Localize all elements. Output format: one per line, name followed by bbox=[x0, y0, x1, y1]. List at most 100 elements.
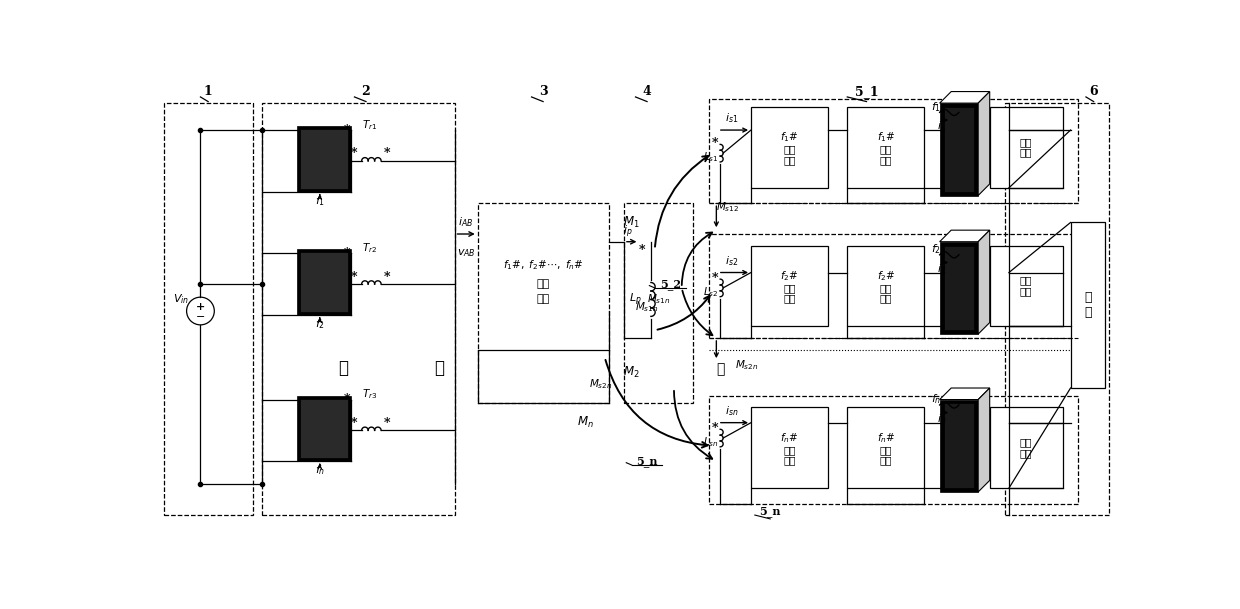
Text: $f_1$: $f_1$ bbox=[315, 194, 325, 208]
Bar bbox=[847, 245, 924, 326]
Bar bbox=[847, 407, 924, 488]
Text: $T_{r3}$: $T_{r3}$ bbox=[362, 387, 377, 401]
Text: 5_2: 5_2 bbox=[660, 278, 681, 289]
Text: $L_{sn}$: $L_{sn}$ bbox=[703, 435, 719, 449]
Text: $i_{s1}$: $i_{s1}$ bbox=[725, 111, 739, 125]
Bar bbox=[708, 396, 1079, 504]
Polygon shape bbox=[940, 388, 990, 400]
Text: $L_{s2}$: $L_{s2}$ bbox=[703, 285, 719, 298]
Text: 4: 4 bbox=[642, 85, 651, 98]
Bar bbox=[708, 234, 1079, 338]
Text: $M_{s2n}$: $M_{s2n}$ bbox=[735, 358, 759, 372]
Text: $T_{r1}$: $T_{r1}$ bbox=[362, 118, 377, 132]
Text: $f_n\#$
补偿
网络: $f_n\#$ 补偿 网络 bbox=[877, 431, 895, 465]
Text: 5_n: 5_n bbox=[759, 505, 781, 516]
Polygon shape bbox=[978, 91, 990, 195]
Bar bbox=[990, 245, 1063, 326]
Text: 滤波
网络: 滤波 网络 bbox=[1019, 138, 1032, 158]
Text: $M_{s2n}$: $M_{s2n}$ bbox=[589, 377, 613, 391]
Text: *: * bbox=[712, 138, 718, 150]
Text: 网络: 网络 bbox=[537, 295, 549, 304]
Text: *: * bbox=[351, 417, 357, 430]
Text: 3: 3 bbox=[539, 85, 547, 98]
Text: 6: 6 bbox=[1089, 85, 1097, 98]
Text: *: * bbox=[351, 147, 357, 160]
Text: $i_n$: $i_n$ bbox=[937, 412, 946, 426]
Text: *: * bbox=[383, 270, 391, 284]
Text: $M_{s12}$: $M_{s12}$ bbox=[717, 200, 739, 214]
Text: +: + bbox=[196, 301, 205, 312]
Text: $M_2$: $M_2$ bbox=[624, 365, 640, 380]
Bar bbox=[940, 400, 978, 492]
Bar bbox=[477, 203, 609, 403]
Bar bbox=[164, 103, 253, 515]
Text: *: * bbox=[351, 270, 357, 284]
Bar bbox=[296, 250, 351, 315]
Polygon shape bbox=[978, 230, 990, 334]
Bar bbox=[990, 407, 1063, 488]
Bar bbox=[944, 403, 975, 488]
Bar bbox=[296, 126, 351, 192]
Bar bbox=[944, 107, 975, 192]
Bar bbox=[940, 242, 978, 334]
Text: ⋮: ⋮ bbox=[337, 361, 348, 377]
Text: $f_2$: $f_2$ bbox=[931, 242, 941, 256]
Text: $-$: $-$ bbox=[196, 310, 206, 320]
Bar bbox=[708, 99, 1079, 203]
Text: $T_{r2}$: $T_{r2}$ bbox=[362, 241, 377, 255]
Text: $i_{AB}$: $i_{AB}$ bbox=[459, 216, 474, 230]
Text: $f_1\#$
补偿
网络: $f_1\#$ 补偿 网络 bbox=[877, 130, 895, 165]
Bar bbox=[300, 399, 347, 458]
Bar bbox=[300, 129, 347, 189]
Bar bbox=[940, 103, 978, 195]
Bar bbox=[751, 245, 828, 326]
Text: $f_2\#$
选频
网络: $f_2\#$ 选频 网络 bbox=[780, 269, 799, 304]
Text: *: * bbox=[383, 147, 391, 160]
Bar bbox=[1070, 222, 1105, 388]
Text: ⋮: ⋮ bbox=[715, 362, 724, 376]
Text: 滤波
网络: 滤波 网络 bbox=[1019, 276, 1032, 296]
Text: $i_2$: $i_2$ bbox=[937, 262, 946, 275]
Text: $M_n$: $M_n$ bbox=[577, 415, 594, 430]
Text: $i_p$: $i_p$ bbox=[622, 224, 632, 240]
Text: $f_2\#$
补偿
网络: $f_2\#$ 补偿 网络 bbox=[877, 269, 895, 304]
Text: $L_p$: $L_p$ bbox=[629, 291, 642, 308]
Text: $i_1$: $i_1$ bbox=[937, 119, 946, 133]
Text: $f_n$: $f_n$ bbox=[315, 463, 325, 477]
Text: 2: 2 bbox=[362, 85, 371, 98]
Text: *: * bbox=[343, 393, 350, 406]
Text: $M_{s1n}$: $M_{s1n}$ bbox=[647, 292, 671, 306]
Polygon shape bbox=[940, 230, 990, 242]
Text: $V_{in}$: $V_{in}$ bbox=[174, 292, 190, 306]
Bar bbox=[751, 407, 828, 488]
Text: 负
载: 负 载 bbox=[1084, 291, 1091, 319]
Text: *: * bbox=[712, 422, 718, 435]
Text: $f_1\#,\ f_2\#\cdots,\ f_n\#$: $f_1\#,\ f_2\#\cdots,\ f_n\#$ bbox=[502, 258, 584, 272]
Text: $v_{AB}$: $v_{AB}$ bbox=[456, 247, 475, 259]
Polygon shape bbox=[978, 388, 990, 492]
Text: $f_n\#$
选频
网络: $f_n\#$ 选频 网络 bbox=[780, 431, 799, 465]
Text: $M_{s1n}$: $M_{s1n}$ bbox=[635, 300, 658, 314]
Text: $f_n$: $f_n$ bbox=[931, 393, 941, 406]
Text: $f_1\#$
选频
网络: $f_1\#$ 选频 网络 bbox=[780, 130, 799, 165]
Text: 1: 1 bbox=[203, 85, 212, 98]
Bar bbox=[300, 253, 347, 312]
Text: 补偿: 补偿 bbox=[537, 279, 549, 289]
Text: $f_2$: $f_2$ bbox=[315, 317, 325, 331]
Text: ⋮: ⋮ bbox=[434, 361, 444, 377]
Text: *: * bbox=[639, 244, 645, 258]
Bar bbox=[296, 396, 351, 461]
Text: $L_{s1}$: $L_{s1}$ bbox=[703, 150, 719, 164]
Bar bbox=[990, 107, 1063, 188]
Text: $f_1$: $f_1$ bbox=[931, 100, 941, 114]
Text: *: * bbox=[383, 417, 391, 430]
Bar bbox=[751, 107, 828, 188]
Bar bbox=[1006, 103, 1109, 515]
Text: 滤波
网络: 滤波 网络 bbox=[1019, 438, 1032, 458]
Text: *: * bbox=[343, 247, 350, 260]
Bar bbox=[262, 103, 455, 515]
Bar bbox=[847, 107, 924, 188]
Text: 5_n: 5_n bbox=[636, 456, 657, 466]
Bar bbox=[624, 203, 693, 403]
Text: 5_1: 5_1 bbox=[854, 85, 878, 98]
